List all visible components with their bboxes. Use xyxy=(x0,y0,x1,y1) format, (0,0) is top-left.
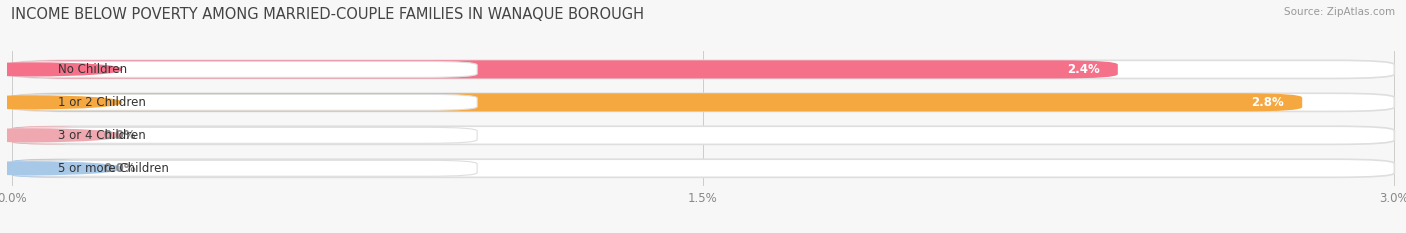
FancyBboxPatch shape xyxy=(11,159,1395,177)
Text: 5 or more Children: 5 or more Children xyxy=(58,162,169,175)
FancyBboxPatch shape xyxy=(11,126,80,144)
Circle shape xyxy=(0,96,121,109)
Circle shape xyxy=(0,129,121,142)
FancyBboxPatch shape xyxy=(11,60,1118,79)
FancyBboxPatch shape xyxy=(7,160,477,176)
FancyBboxPatch shape xyxy=(11,93,1395,111)
FancyBboxPatch shape xyxy=(7,127,477,143)
FancyBboxPatch shape xyxy=(11,159,80,177)
Text: 1 or 2 Children: 1 or 2 Children xyxy=(58,96,146,109)
Text: 2.4%: 2.4% xyxy=(1067,63,1099,76)
FancyBboxPatch shape xyxy=(7,62,477,77)
Text: 0.0%: 0.0% xyxy=(104,129,136,142)
Text: INCOME BELOW POVERTY AMONG MARRIED-COUPLE FAMILIES IN WANAQUE BOROUGH: INCOME BELOW POVERTY AMONG MARRIED-COUPL… xyxy=(11,7,644,22)
Text: 2.8%: 2.8% xyxy=(1251,96,1284,109)
Text: No Children: No Children xyxy=(58,63,127,76)
Text: 3 or 4 Children: 3 or 4 Children xyxy=(58,129,145,142)
FancyBboxPatch shape xyxy=(11,60,1395,79)
FancyBboxPatch shape xyxy=(11,93,1302,111)
Text: Source: ZipAtlas.com: Source: ZipAtlas.com xyxy=(1284,7,1395,17)
FancyBboxPatch shape xyxy=(7,94,477,110)
FancyBboxPatch shape xyxy=(11,126,1395,144)
Circle shape xyxy=(0,63,121,76)
Circle shape xyxy=(0,162,121,175)
Text: 0.0%: 0.0% xyxy=(104,162,136,175)
